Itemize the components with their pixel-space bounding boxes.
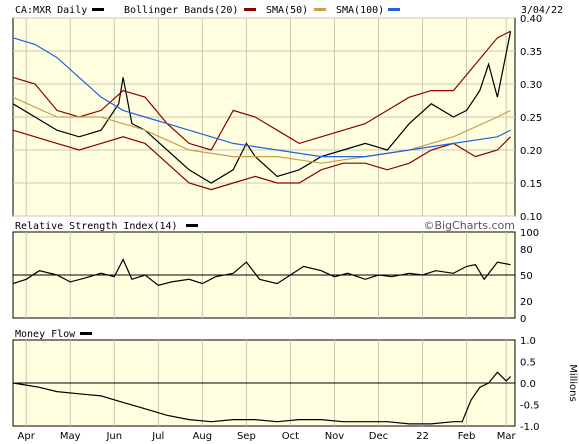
y-tick-label: 0.5: [520, 358, 536, 369]
brand-label: ©BigCharts.com: [423, 219, 515, 232]
series-line-bollinger_lower: [12, 129, 512, 191]
legend-swatch-money-flow: [80, 332, 92, 335]
y-tick-label: 0.40: [520, 14, 542, 25]
y-tick-label: -0.5: [520, 401, 540, 412]
x-tick-label: 22: [416, 431, 429, 442]
x-tick-label: Aug: [193, 431, 213, 442]
chart-date: 3/04/22: [521, 5, 563, 16]
y-tick-label: 0.35: [520, 47, 542, 58]
y-tick-label: 0.20: [520, 146, 542, 157]
y-tick-label: 0.10: [520, 212, 542, 223]
legend-swatch-sma100: [314, 8, 326, 11]
y-tick-label: 0.15: [520, 179, 542, 190]
legend-swatch-price: [92, 8, 104, 11]
series-line-sma50: [12, 96, 511, 164]
x-tick-label: Sep: [237, 431, 256, 442]
x-tick-label: Jun: [105, 431, 122, 442]
series-line-bollinger_upper: [12, 30, 511, 151]
x-tick-label: Apr: [18, 431, 36, 442]
y-tick-label: 0.0: [520, 379, 536, 390]
y-tick-label: 20: [520, 297, 533, 308]
x-tick-label: Oct: [282, 431, 299, 442]
x-tick-label: Dec: [369, 431, 388, 442]
panel-title: Money Flow: [15, 329, 76, 340]
y-tick-label: 1.0: [520, 336, 536, 347]
legend-swatch-extra: [388, 8, 400, 11]
units-label: Millions: [567, 364, 578, 401]
x-tick-label: Jul: [151, 431, 164, 442]
panel-title: Relative Strength Index(14): [15, 221, 178, 232]
y-tick-label: 0: [520, 314, 526, 325]
x-tick-label: May: [60, 431, 81, 442]
x-tick-label: Mar: [497, 431, 517, 442]
y-tick-label: -1.0: [520, 422, 540, 433]
x-tick-label: Nov: [325, 431, 345, 442]
y-tick-label: 100: [520, 228, 539, 239]
legend-label: SMA(100): [336, 5, 384, 16]
y-tick-label: 0.25: [520, 113, 542, 124]
y-tick-label: 50: [520, 271, 533, 282]
series-line-sma100: [12, 37, 511, 158]
y-tick-label: 0.30: [520, 80, 542, 91]
legend-swatch-rsi: [186, 224, 198, 227]
y-tick-label: 80: [520, 245, 533, 256]
series-line-p1-0: [12, 258, 511, 286]
series-line-p2-0: [12, 371, 512, 425]
legend-label: Bollinger Bands(20): [124, 5, 238, 16]
x-tick-label: Feb: [458, 431, 476, 442]
legend-label: SMA(50): [266, 5, 308, 16]
legend-swatch-sma50: [244, 8, 256, 11]
panel-title: CA:MXR Daily: [15, 5, 87, 16]
